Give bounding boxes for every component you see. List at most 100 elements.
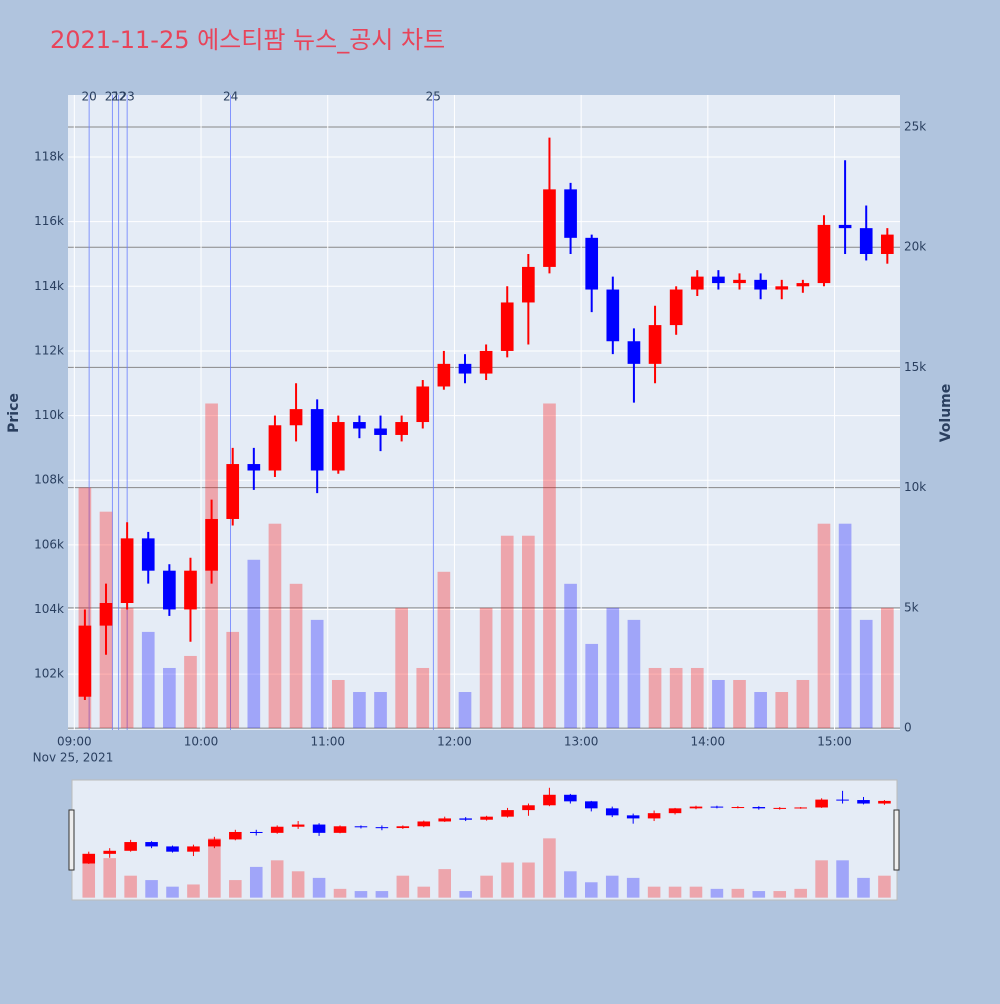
- mini-volume-bar: [605, 875, 619, 898]
- candle-body: [374, 428, 387, 435]
- y2-tick-label: 0: [904, 721, 912, 735]
- candle-body: [817, 224, 831, 284]
- mini-candle-body: [82, 853, 96, 864]
- mini-candle-body: [249, 831, 263, 833]
- volume-bar: [184, 655, 197, 729]
- candle-body: [205, 518, 218, 571]
- x-tick-label: 12:00: [437, 735, 472, 749]
- mini-candle-body: [375, 827, 389, 829]
- news-marker-label: 22: [111, 90, 126, 104]
- candle-body: [669, 289, 683, 326]
- y-tick-label: 108k: [34, 473, 64, 487]
- candle-body: [437, 363, 451, 387]
- mini-volume-bar: [375, 891, 389, 898]
- volume-bar: [226, 631, 240, 729]
- mini-candle-body: [543, 794, 556, 806]
- volume-bar: [627, 619, 641, 729]
- range-handle[interactable]: [893, 809, 900, 871]
- range-handle[interactable]: [68, 809, 75, 871]
- mini-volume-bar: [689, 886, 703, 898]
- mini-candle-body: [710, 806, 724, 808]
- candle-body: [395, 422, 408, 435]
- candle-body: [648, 325, 662, 364]
- mini-volume-bar: [145, 880, 158, 898]
- mini-candle-body: [459, 818, 472, 820]
- mini-volume-bar: [836, 860, 849, 898]
- candle-body: [627, 341, 641, 364]
- volume-bar: [859, 619, 873, 729]
- mini-volume-bar: [773, 891, 787, 898]
- x-tick-label: 15:00: [817, 735, 852, 749]
- mini-volume-bar: [270, 860, 284, 898]
- volume-bar: [374, 692, 387, 729]
- candle-body: [712, 276, 725, 284]
- candle-body: [479, 350, 493, 374]
- x-tick-label: 13:00: [564, 735, 599, 749]
- volume-bar: [500, 535, 514, 729]
- volume-bar: [437, 571, 451, 729]
- candle-body: [733, 279, 746, 284]
- mini-volume-bar: [229, 880, 242, 898]
- candle-body: [564, 189, 577, 238]
- mini-volume-bar: [857, 877, 870, 898]
- mini-candle-body: [438, 818, 451, 822]
- candle-body: [458, 363, 472, 374]
- mini-candle-body: [396, 826, 410, 829]
- candle-body: [310, 409, 324, 471]
- candle-body: [838, 224, 852, 229]
- mini-volume-bar: [187, 884, 200, 898]
- volume-bar: [163, 667, 176, 729]
- mini-candle-body: [312, 824, 326, 833]
- candle-body: [754, 279, 767, 290]
- volume-bar: [310, 619, 324, 729]
- news-marker-label: 25: [426, 90, 441, 104]
- mini-candle-body: [689, 806, 703, 809]
- mini-volume-bar: [647, 886, 661, 898]
- candle-body: [585, 237, 599, 290]
- mini-candle-body: [354, 826, 368, 828]
- volume-bar: [880, 607, 894, 729]
- y-tick-label: 118k: [34, 150, 64, 164]
- mini-candle-body: [501, 810, 514, 817]
- mini-volume-bar: [878, 875, 891, 898]
- volume-bar: [648, 667, 662, 729]
- mini-volume-bar: [668, 886, 682, 898]
- mini-candle-body: [208, 839, 221, 847]
- candle-body: [99, 603, 113, 626]
- mini-candle-body: [480, 816, 493, 820]
- candle-body: [543, 189, 556, 267]
- candle-body: [226, 464, 240, 519]
- volume-bar: [458, 692, 472, 729]
- mini-candle-body: [187, 846, 200, 852]
- mini-candle-body: [564, 794, 577, 802]
- volume-bar: [247, 559, 261, 729]
- mini-volume-bar: [501, 862, 514, 898]
- mini-candle-body: [333, 826, 347, 833]
- volume-bar: [585, 643, 599, 729]
- candle-body: [163, 570, 176, 610]
- mini-volume-bar: [291, 871, 305, 898]
- candle-body: [268, 425, 282, 471]
- mini-volume-bar: [354, 891, 368, 898]
- candle-body: [78, 625, 92, 697]
- y2-axis-title: Volume: [938, 384, 954, 443]
- mini-volume-bar: [626, 877, 640, 898]
- candle-body: [880, 234, 894, 254]
- volume-bar: [669, 667, 683, 729]
- y2-tick-label: 5k: [904, 600, 919, 614]
- mini-volume-bar: [543, 838, 556, 898]
- volume-bar: [733, 679, 746, 729]
- volume-bar: [564, 583, 577, 729]
- mini-candle-body: [836, 799, 849, 801]
- candle-body: [289, 409, 303, 426]
- volume-bar: [754, 692, 767, 729]
- volume-bar: [775, 692, 789, 729]
- y2-tick-label: 10k: [904, 480, 926, 494]
- mini-volume-bar: [459, 891, 472, 898]
- mini-volume-bar: [815, 860, 828, 898]
- y-tick-label: 116k: [34, 214, 64, 228]
- y2-tick-label: 20k: [904, 240, 926, 254]
- mini-volume-bar: [249, 866, 263, 898]
- candle-body: [775, 286, 789, 290]
- mini-volume-bar: [585, 882, 598, 898]
